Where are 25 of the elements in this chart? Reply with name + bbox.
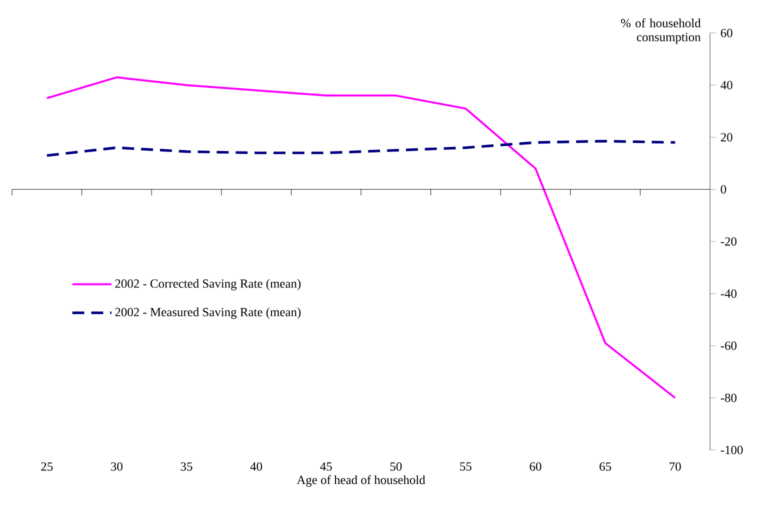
x-axis-title: Age of head of household [296,475,426,487]
y-tick-label: 0 [720,185,726,194]
y-axis-title: % of household consumption [620,18,701,44]
y-tick-label: -80 [720,394,736,402]
x-tick-label: 35 [180,462,192,471]
y-tick-label: 40 [720,80,732,90]
x-tick-label: 45 [320,462,332,471]
y-tick-label: -20 [720,237,736,246]
y-tick-label: 60 [720,28,732,38]
x-tick-label: 55 [460,462,472,471]
y-tick-label: 20 [720,133,732,142]
legend-label: 2002 - Measured Saving Rate (mean) [115,308,301,319]
x-tick-label: 70 [670,462,681,471]
legend-label: 2002 - Corrected Saving Rate (mean) [115,279,301,290]
y-tick-label: -60 [720,342,736,350]
x-tick-label: 40 [250,462,262,471]
line-series [46,76,676,399]
x-tick-label: 25 [41,462,53,471]
y-tick-label: -100 [720,446,743,454]
x-tick-label: 65 [600,462,612,471]
x-tick-label: 50 [390,462,402,471]
x-tick-label: 30 [111,462,122,471]
x-tick-label: 60 [530,462,542,471]
line-series [46,140,676,157]
y-tick-label: -40 [720,289,736,298]
